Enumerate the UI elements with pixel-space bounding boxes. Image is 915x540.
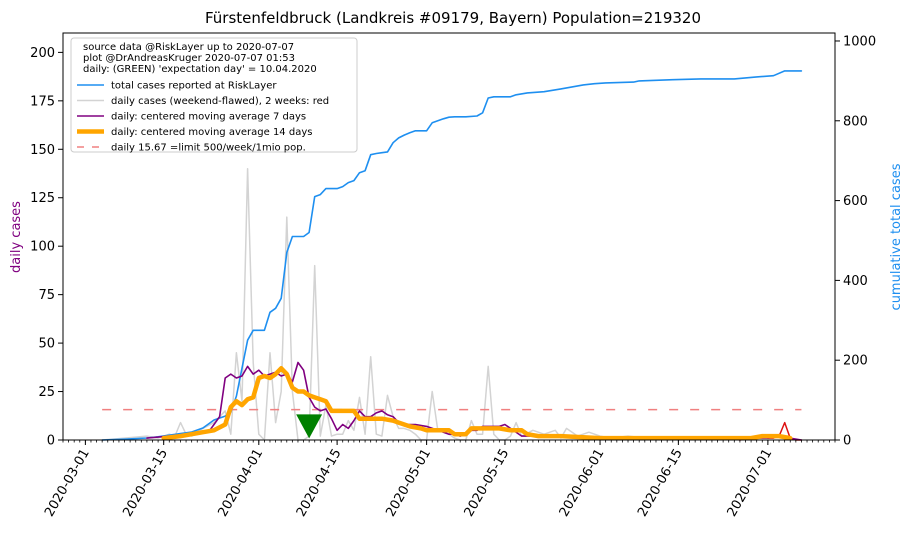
legend-header-line: daily: (GREEN) 'expectation day' = 10.04…	[83, 64, 317, 75]
legend-entry-ma14: daily: centered moving average 14 days	[111, 127, 312, 138]
y-tick-label-right: 0	[843, 434, 851, 449]
y-tick-label-left: 100	[30, 240, 55, 255]
legend-entry-limit: daily 15.67 =limit 500/week/1mio pop.	[111, 143, 306, 154]
x-tick-label: 2020-05-01	[383, 447, 434, 520]
daily-cases-line	[101, 167, 730, 441]
x-tick-label: 2020-05-15	[462, 447, 513, 520]
y-tick-label-left: 0	[47, 434, 55, 449]
y-tick-label-right: 400	[843, 274, 868, 289]
expectation-day-marker	[296, 414, 323, 439]
y-tick-label-left: 125	[30, 191, 55, 206]
y-axis-label-left: daily cases	[9, 201, 24, 273]
chart-title: Fürstenfeldbruck (Landkreis #09179, Baye…	[205, 9, 701, 27]
legend-entry-daily: daily cases (weekend-flawed), 2 weeks: r…	[111, 96, 329, 107]
plot-area	[101, 70, 803, 441]
legend-entry-cumulative: total cases reported at RiskLayer	[111, 81, 277, 92]
x-tick-label: 2020-04-15	[294, 447, 345, 520]
y-tick-label-left: 50	[38, 337, 55, 352]
x-tick-label: 2020-04-01	[215, 447, 266, 520]
y-tick-label-left: 200	[30, 46, 55, 61]
y-tick-label-right: 200	[843, 354, 868, 369]
y-tick-label-right: 800	[843, 114, 868, 129]
legend-box	[70, 37, 358, 153]
x-tick-label: 2020-07-01	[725, 447, 776, 520]
y-tick-label-right: 600	[843, 194, 868, 209]
x-tick-label: 2020-06-01	[557, 447, 608, 520]
moving-average-14-line	[161, 366, 793, 441]
cumulative-cases-line	[101, 70, 803, 441]
x-tick-label: 2020-06-15	[635, 447, 686, 520]
y-tick-label-right: 1000	[843, 34, 876, 49]
legend-header-line: plot @DrAndreasKruger 2020-07-07 01:53	[83, 53, 295, 64]
x-tick-label: 2020-03-15	[120, 447, 171, 520]
x-tick-label: 2020-03-01	[42, 447, 93, 520]
legend-header-line: source data @RiskLayer up to 2020-07-07	[83, 42, 294, 53]
y-tick-label-left: 25	[38, 385, 55, 400]
y-axis-label-right: cumulative total cases	[889, 163, 904, 310]
y-tick-label-left: 75	[38, 288, 55, 303]
legend: source data @RiskLayer up to 2020-07-07p…	[70, 37, 358, 154]
y-tick-label-left: 175	[30, 94, 55, 109]
legend-entry-ma7: daily: centered moving average 7 days	[111, 112, 306, 123]
y-tick-label-left: 150	[30, 143, 55, 158]
